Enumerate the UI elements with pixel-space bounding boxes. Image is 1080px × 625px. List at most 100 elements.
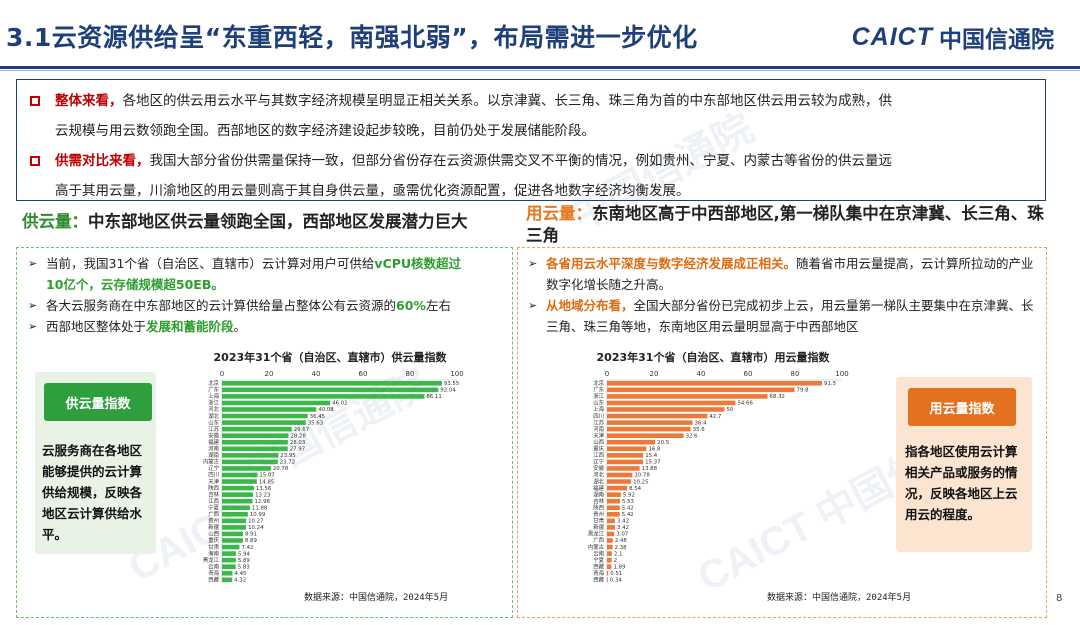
bar-value-label: 5.83 — [238, 564, 250, 570]
bar — [222, 531, 243, 537]
category-label: 吉林 — [593, 497, 604, 505]
x-tick-label: 60 — [359, 370, 368, 378]
supply-index-label: 供云量指数 — [44, 383, 152, 421]
logo-text-en: CAICT — [851, 22, 933, 51]
bar-value-label: 14.85 — [259, 479, 274, 485]
bar-value-label: 93.55 — [444, 381, 459, 387]
category-label: 广东 — [208, 386, 219, 394]
supply-index-desc: 云服务商在各地区能够提供的云计算供给规模，反映各地区云计算供给水平。 — [42, 443, 143, 542]
bar-value-label: 10.78 — [634, 473, 650, 479]
category-label: 河北 — [208, 405, 219, 413]
category-label: 陕西 — [208, 484, 219, 492]
bar-value-label: 40.08 — [318, 407, 334, 413]
bar — [607, 433, 684, 438]
bar-value-label: 54.66 — [737, 401, 753, 407]
demand-index-chart: 0 20 40 60 80 100 北京 91.5 广东 79.8 浙江 68.32 山东 54.66 上海… — [588, 370, 849, 584]
demand-heading-text: 东南地区高于中西部地区,第一梯队集中在京津冀、长三角、珠三角 — [526, 204, 1044, 245]
arrow-bullet-icon: ➢ — [28, 299, 38, 312]
category-label: 贵州 — [593, 510, 604, 518]
category-label: 重庆 — [208, 536, 219, 544]
logo-text-cn: 中国信通院 — [939, 27, 1054, 53]
category-label: 黑龙江 — [203, 556, 220, 564]
bar — [222, 433, 289, 438]
x-tick-label: 80 — [406, 370, 415, 378]
bar-value-label: 35.63 — [308, 420, 323, 426]
bar-value-label: 12.98 — [255, 499, 271, 505]
bar-value-label: 46.02 — [332, 401, 347, 407]
bar-value-label: 36.45 — [310, 414, 325, 420]
bar-value-label: 2.1 — [614, 551, 623, 557]
category-label: 湖南 — [208, 451, 219, 459]
bar-value-label: 0.34 — [610, 578, 623, 584]
bar — [222, 557, 236, 563]
category-label: 新疆 — [593, 523, 604, 531]
bar-value-label: 15.37 — [645, 460, 660, 466]
bar — [222, 551, 236, 556]
category-label: 浙江 — [208, 399, 219, 407]
bar — [607, 466, 640, 471]
category-label: 内蒙古 — [588, 543, 605, 551]
bar-value-label: 86.11 — [426, 394, 441, 400]
bar — [222, 518, 247, 524]
x-tick-label: 40 — [697, 370, 706, 378]
bar — [607, 557, 612, 563]
bar-value-label: 27.97 — [290, 447, 305, 453]
category-label: 陕西 — [593, 503, 604, 511]
category-label: 浙江 — [593, 392, 604, 400]
bar — [607, 407, 725, 412]
category-label: 山东 — [208, 418, 219, 426]
category-label: 广西 — [208, 510, 219, 518]
arrow-bullet-icon: ➢ — [528, 299, 538, 312]
bar — [222, 525, 247, 530]
category-label: 江西 — [208, 498, 219, 505]
demand-chart-title: 2023年31个省（自治区、直辖市）用云量指数 — [596, 351, 830, 364]
category-label: 四川 — [593, 413, 604, 420]
bar-value-label: 10.25 — [633, 479, 648, 485]
category-label: 江苏 — [593, 418, 604, 426]
arrow-bullet-icon: ➢ — [528, 257, 538, 270]
demand-bullets: ➢ 各省用云水平深度与数字经济发展成正相关。随着省市用云量提高，云计算所拉动的产业… — [524, 253, 1042, 337]
bar — [607, 485, 628, 491]
bar — [607, 518, 616, 524]
bar — [607, 426, 691, 432]
page-number: 8 — [1056, 593, 1063, 604]
bar — [222, 459, 278, 465]
bar — [607, 394, 768, 399]
demand-panel — [517, 247, 1047, 618]
bar-value-label: 2.38 — [615, 545, 628, 551]
category-label: 新疆 — [208, 523, 219, 531]
bar-value-label: 8.91 — [245, 532, 257, 538]
summary-text-cont: 云规模与用云数领跑全国。西部地区的数字经济建设起步较晚，目前仍处于发展储能阶段。 — [55, 123, 595, 139]
category-label: 辽宁 — [208, 464, 219, 472]
bar — [222, 505, 250, 511]
category-label: 宁夏 — [208, 503, 219, 511]
bar-value-label: 8.54 — [629, 486, 642, 492]
supply-panel — [16, 247, 513, 618]
category-label: 广西 — [593, 536, 604, 544]
category-label: 贵州 — [208, 517, 219, 525]
bar-value-label: 13.23 — [255, 492, 270, 498]
x-tick-label: 0 — [605, 370, 609, 378]
arrow-bullet-icon: ➢ — [28, 257, 38, 270]
bar — [222, 492, 254, 497]
bar-value-label: 0.51 — [610, 571, 622, 577]
x-tick-label: 80 — [791, 370, 800, 378]
bar — [222, 577, 233, 583]
bar-value-label: 5.42 — [622, 512, 634, 518]
bar-value-label: 20.5 — [657, 440, 669, 446]
category-label: 上海 — [593, 405, 604, 413]
bar-value-label: 79.8 — [797, 388, 810, 394]
bar — [607, 544, 613, 550]
page-title: 3.1云资源供给呈“东重西轻，南强北弱”，布局需进一步优化 — [6, 23, 698, 52]
summary-text: 各地区的供云用云水平与其数字经济规模呈明显正相关关系。以京津冀、长三角、珠三角为… — [122, 93, 893, 109]
summary-lead: 供需对比来看， — [55, 153, 150, 169]
bar-value-label: 4.32 — [234, 578, 246, 584]
category-label: 河南 — [208, 445, 219, 453]
list-item: ➢ 从地域分布看，全国大部分省份已完成初步上云，用云量第一梯队主要集中在京津冀、长… — [524, 295, 1042, 337]
arrow-bullet-icon: ➢ — [28, 320, 38, 333]
demand-heading: 用云量：东南地区高于中西部地区,第一梯队集中在京津冀、长三角、珠三角 — [526, 203, 1046, 247]
bar — [607, 492, 621, 497]
category-label: 吉林 — [208, 490, 219, 498]
bar — [607, 531, 615, 537]
supply-index-chart: 0 20 40 60 80 100 北京 93.55 广东 92.04 上海 86.11 浙江 46.02… — [203, 370, 464, 584]
